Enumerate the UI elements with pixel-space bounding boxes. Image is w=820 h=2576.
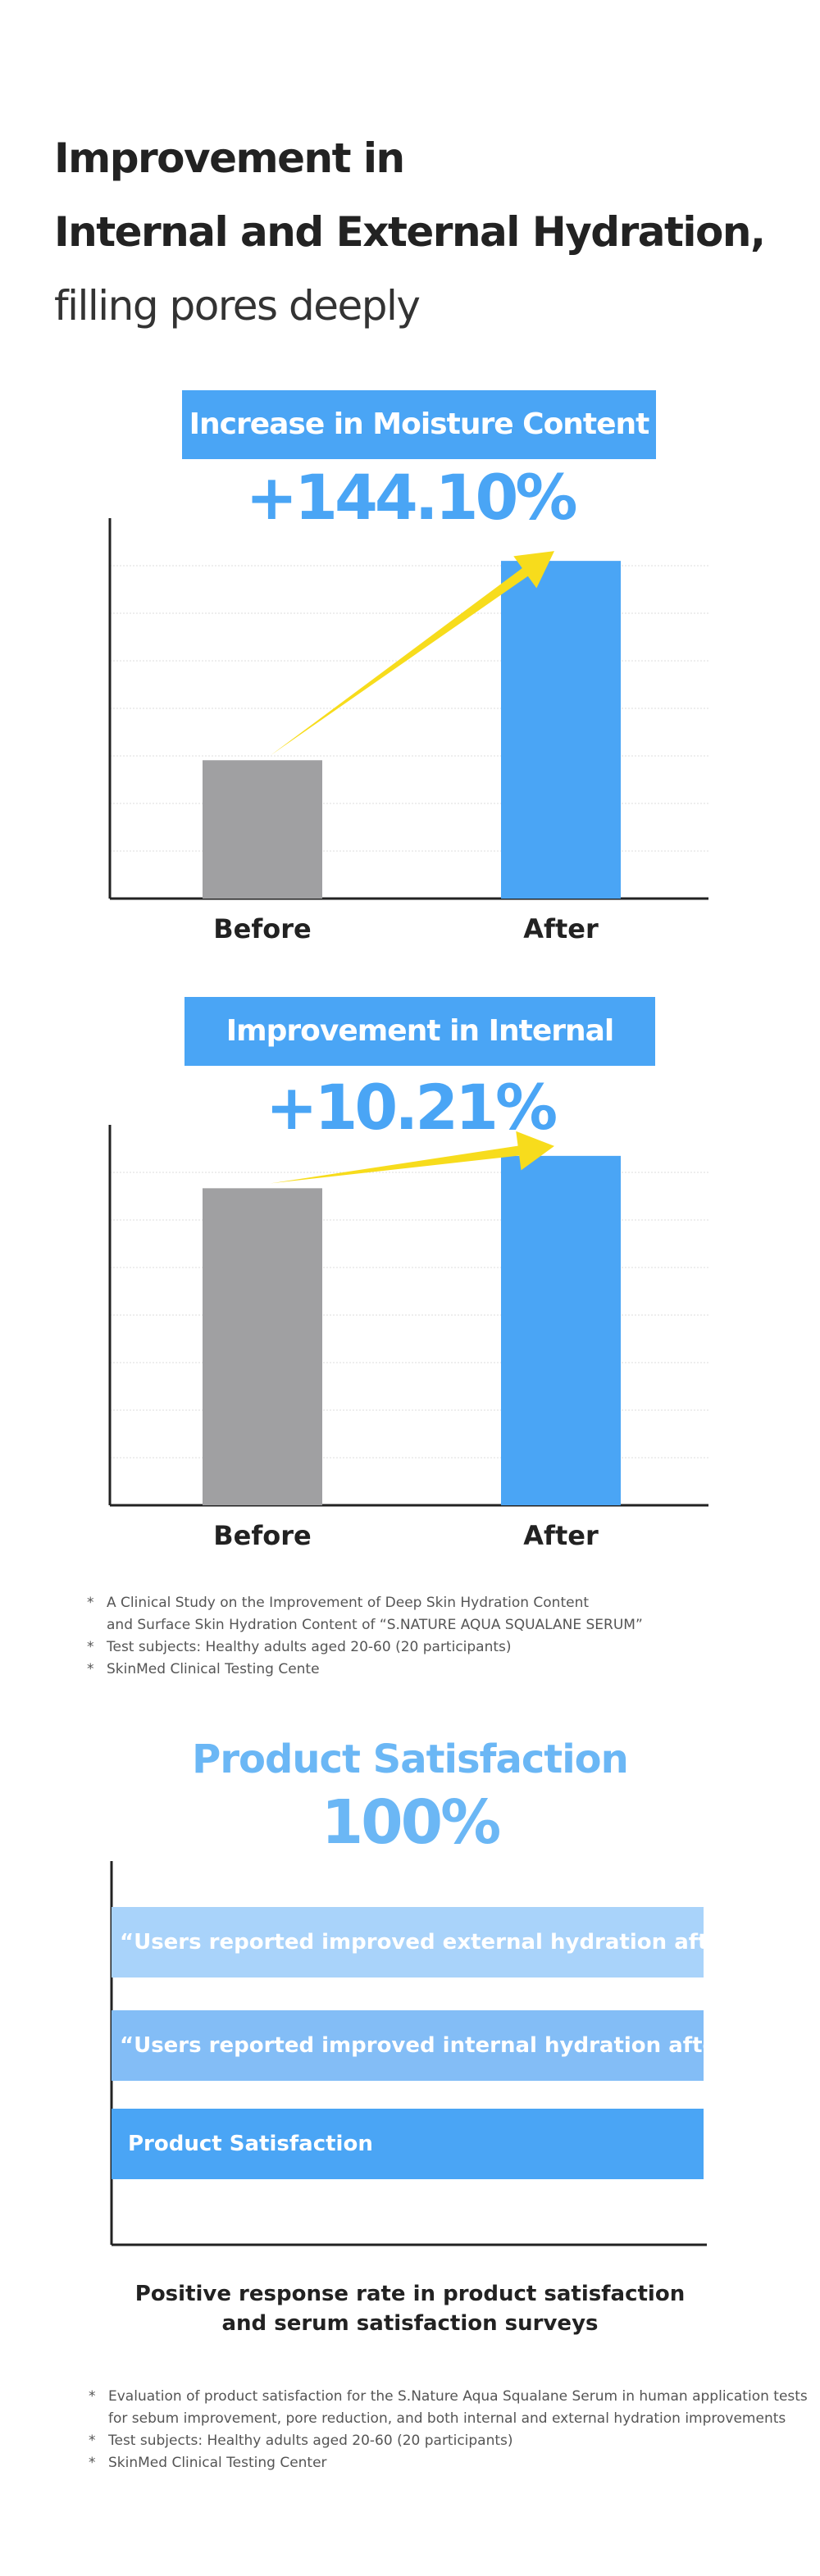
x-tick-label: Before [213, 913, 311, 944]
caption-line-1: Positive response rate in product satisf… [134, 2282, 686, 2306]
bar-before [203, 760, 322, 899]
chart2-headline-value: +10.21% [265, 1071, 558, 1144]
chart2-title: Improvement in Internal Hydration [184, 997, 655, 1117]
satisfaction-caption: Positive response rate in product satisf… [0, 2279, 820, 2338]
headline-line-1: Improvement in [54, 134, 405, 182]
moisture-content-chart: Before After [108, 518, 708, 944]
note-marker: * [87, 1595, 94, 1611]
survey-note-3: SkinMed Clinical Testing Center [108, 2455, 327, 2471]
study-note-1-cont: and Surface Skin Hydration Content of “S… [107, 1617, 643, 1633]
satisfaction-percent: 100% [321, 1787, 502, 1858]
growth-arrow [271, 1131, 554, 1184]
internal-hydration-chart: Before After [108, 1125, 708, 1551]
chart1-title: Increase in Moisture Content [182, 390, 656, 459]
study-note-3: SkinMed Clinical Testing Cente [107, 1661, 320, 1677]
study-note-2: Test subjects: Healthy adults aged 20-60… [107, 1639, 512, 1655]
bar-after [501, 1155, 621, 1505]
satisfaction-bar-product: Product Satisfaction [112, 2109, 704, 2179]
growth-arrow [271, 551, 554, 756]
x-tick-label: After [523, 1520, 599, 1551]
satisfaction-bar-internal: “Users reported improved internal hydrat… [112, 2010, 791, 2081]
survey-note-2: Test subjects: Healthy adults aged 20-60… [108, 2433, 513, 2449]
study-note-1: A Clinical Study on the Improvement of D… [107, 1595, 590, 1611]
x-tick-label: Before [213, 1520, 311, 1551]
study-notes: * A Clinical Study on the Improvement of … [87, 1592, 643, 1681]
note-marker: * [89, 2388, 96, 2405]
headline: Improvement in Internal and External Hyd… [54, 121, 766, 343]
satisfaction-title: Product Satisfaction [192, 1736, 629, 1782]
caption-line-2: and serum satisfaction surveys [221, 2311, 599, 2336]
satisfaction-bar-external: “Users reported improved external hydrat… [112, 1907, 797, 1978]
bar-before [203, 1188, 322, 1505]
note-marker: * [89, 2455, 96, 2471]
headline-line-2: Internal and External Hydration, [54, 208, 766, 256]
note-marker: * [87, 1639, 94, 1655]
x-tick-label: After [523, 913, 599, 944]
note-marker: * [89, 2433, 96, 2449]
survey-notes: * Evaluation of product satisfaction for … [89, 2386, 808, 2474]
bar-after [501, 561, 621, 899]
survey-note-1: Evaluation of product satisfaction for t… [108, 2388, 808, 2405]
chart1-headline-value: +144.10% [245, 461, 577, 534]
headline-line-3: filling pores deeply [54, 282, 421, 330]
survey-note-1-cont: for sebum improvement, pore reduction, a… [108, 2410, 786, 2427]
note-marker: * [87, 1661, 94, 1677]
